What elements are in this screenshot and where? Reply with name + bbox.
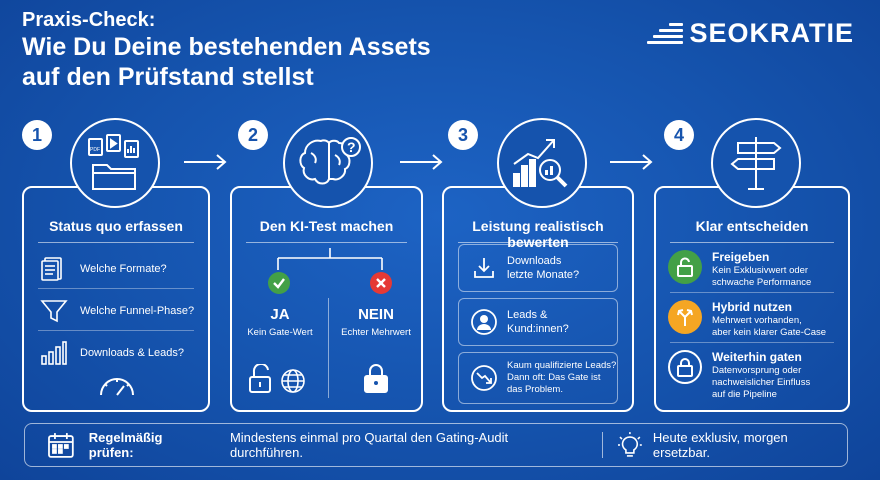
footer-text: Mindestens einmal pro Quartal den Gating… <box>229 430 509 460</box>
unlock-icon <box>668 250 702 284</box>
label-line: das Problem. <box>507 384 563 395</box>
decision-option-keep-gated: Weiterhin gaten Datenvorsprung oder nach… <box>668 350 836 401</box>
footer-bar: Regelmäßig prüfen: Mindestens einmal pro… <box>24 423 848 467</box>
no-subtext: Echter Mehrwert <box>341 327 411 338</box>
funnel-icon <box>40 300 68 323</box>
list-item-label: Welche Funnel-Phase? <box>80 305 195 317</box>
divider <box>328 298 329 398</box>
chart-magnifier-icon <box>497 118 587 208</box>
label-line: letzte Monate? <box>507 269 580 281</box>
page-title-line-2: auf den Prüfstand stellst <box>22 63 314 91</box>
option-desc: Mehrwert vorhanden, <box>712 315 802 326</box>
yes-column: JA Kein Gate-Wert <box>232 306 328 338</box>
lock-icon <box>364 364 388 393</box>
check-icon <box>268 272 290 294</box>
list-item-label: Downloads & Leads? <box>80 347 184 359</box>
step-1-card: Status quo erfassen Welche Formate? Welc… <box>22 186 210 412</box>
bar-chart-icon <box>41 341 67 365</box>
divider <box>458 242 618 243</box>
signpost-icon <box>711 118 801 208</box>
documents-folder-icon: PDF <box>70 118 160 208</box>
yes-heading: JA <box>270 306 290 323</box>
label-line: Kaum qualifizierte Leads? <box>507 360 617 371</box>
user-icon <box>471 309 497 335</box>
divider <box>246 242 407 243</box>
option-desc: auf die Pipeline <box>712 389 777 400</box>
divider <box>38 242 194 243</box>
option-title: Weiterhin gaten <box>712 350 802 364</box>
label-line: Leads & <box>507 309 548 321</box>
list-item: Leads & Kund:innen? <box>458 298 618 346</box>
step-number-1: 1 <box>22 120 52 150</box>
step-number-2: 2 <box>238 120 268 150</box>
divider <box>670 292 834 293</box>
step-number-4: 4 <box>664 120 694 150</box>
divider <box>38 288 194 289</box>
arrow-right-icon <box>184 154 227 170</box>
arrow-right-icon <box>400 154 443 170</box>
step-number-3: 3 <box>448 120 478 150</box>
divider <box>38 330 194 331</box>
step-3-card: Leistung realistisch bewerten Downloads … <box>442 186 634 412</box>
decision-option-hybrid: Hybrid nutzen Mehrwert vorhanden, aber k… <box>668 300 836 339</box>
list-item: Kaum qualifizierte Leads? Dann oft: Das … <box>458 352 618 404</box>
split-arrows-icon <box>668 300 702 334</box>
svg-text:PDF: PDF <box>90 147 100 153</box>
brand-logo: SEOKRATIE <box>647 18 854 49</box>
no-column: NEIN Echter Mehrwert <box>329 306 423 338</box>
option-desc: Kein Exklusivwert oder <box>712 265 809 276</box>
lightbulb-icon <box>618 432 642 457</box>
page-title-line-1: Wie Du Deine bestehenden Assets <box>22 33 431 61</box>
document-icon <box>41 257 62 281</box>
no-heading: NEIN <box>358 306 394 323</box>
label-line: Downloads <box>507 255 562 267</box>
list-item-label: Kaum qualifizierte Leads? Dann oft: Das … <box>507 360 616 396</box>
brain-question-icon: ? <box>283 118 373 208</box>
step-4-title: Klar entscheiden <box>695 218 809 234</box>
option-desc: Datenvorsprung oder <box>712 365 802 376</box>
footer-label: Regelmäßig prüfen: <box>88 430 163 460</box>
option-desc: schwache Performance <box>712 277 812 288</box>
option-desc: aber kein klarer Gate-Case <box>712 327 827 338</box>
list-item: Welche Formate? <box>40 256 167 282</box>
option-title: Hybrid nutzen <box>712 300 792 314</box>
gauge-icon <box>100 378 134 396</box>
step-1-title: Status quo erfassen <box>49 218 183 234</box>
label-line: Kund:innen? <box>507 323 569 335</box>
header: Praxis-Check: Wie Du Deine bestehenden A… <box>22 8 431 92</box>
step-2-title: Den KI-Test machen <box>259 218 394 234</box>
unlock-icon <box>249 364 271 393</box>
footer-tip: Heute exklusiv, morgen ersetzbar. <box>652 430 788 460</box>
decision-option-release: Freigeben Kein Exklusivwert oder schwach… <box>668 250 836 289</box>
download-icon <box>471 255 497 281</box>
divider <box>670 242 834 243</box>
list-item: Downloads & Leads? <box>40 340 184 366</box>
label-line: Dann oft: Das Gate ist <box>507 372 601 383</box>
logo-text: SEOKRATIE <box>689 18 854 48</box>
list-item-label: Welche Formate? <box>80 263 167 275</box>
globe-icon <box>281 369 305 393</box>
calendar-icon <box>48 433 74 458</box>
arrow-right-icon <box>610 154 653 170</box>
lock-icon <box>668 350 702 384</box>
step-4-card: Klar entscheiden Freigeben Kein Exklusiv… <box>654 186 850 412</box>
step-2-card: Den KI-Test machen JA Kein Gate-Wert NEI… <box>230 186 423 412</box>
trend-down-icon <box>471 365 497 391</box>
cross-icon <box>370 272 392 294</box>
option-desc: nachweislicher Einfluss <box>712 377 811 388</box>
svg-text:?: ? <box>347 139 356 155</box>
page-kicker: Praxis-Check: <box>22 9 156 31</box>
list-item: Welche Funnel-Phase? <box>40 298 194 324</box>
list-item-label: Leads & Kund:innen? <box>507 308 569 336</box>
logo-mark-icon <box>647 23 684 44</box>
yes-subtext: Kein Gate-Wert <box>247 327 313 338</box>
option-title: Freigeben <box>712 250 770 264</box>
list-item-label: Downloads letzte Monate? <box>507 254 579 282</box>
divider <box>602 432 604 458</box>
divider <box>670 342 834 343</box>
decision-branch-lines <box>277 248 383 270</box>
list-item: Downloads letzte Monate? <box>458 244 618 292</box>
